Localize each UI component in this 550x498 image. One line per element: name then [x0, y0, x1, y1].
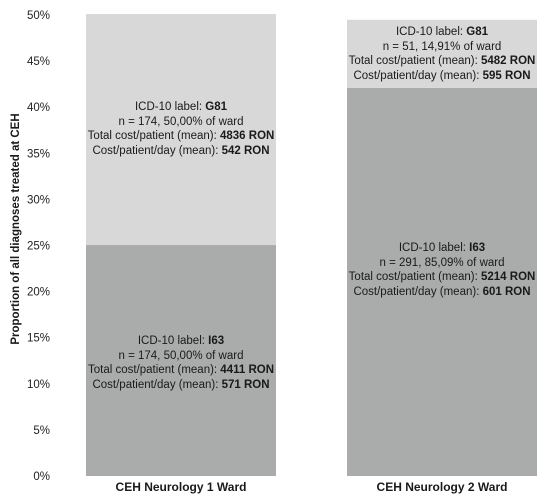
y-tick-label: 20%: [27, 287, 50, 299]
annotation-text: Cost/patient/day (mean):: [353, 69, 483, 82]
annotation-text: ICD-10 label:: [398, 242, 470, 254]
annotation-text: 5214 RON: [480, 271, 536, 283]
y-axis-ticks: 0% 5% 10% 15% 20% 25% 30% 35% 40% 45% 50%: [27, 10, 50, 483]
annotation-i63-2: ICD-10 label: I63 n = 291, 85,09% of ward…: [349, 241, 536, 299]
annotation-text: I63: [469, 242, 486, 254]
annotation-text: ICD-10 label:: [137, 335, 209, 347]
y-tick-label: 0%: [33, 471, 50, 483]
annotation-text: Total cost/patient (mean):: [348, 271, 481, 283]
annotation-text: Cost/patient/day (mean):: [92, 378, 222, 391]
y-tick-label: 50%: [27, 10, 50, 22]
y-tick-label: 40%: [27, 102, 50, 114]
annotation-text: Cost/patient/day (mean):: [92, 144, 222, 157]
annotation-text: I63: [208, 335, 225, 347]
annotation-text: G81: [466, 26, 489, 38]
y-tick-label: 10%: [27, 379, 50, 391]
annotation-i63-1: ICD-10 label: I63 n = 174, 50,00% of ward…: [88, 334, 274, 392]
annotation-text: n = 174, 50,00% of ward: [118, 115, 244, 128]
x-axis-categories: CEH Neurology 1 Ward CEH Neurology 2 Ward: [116, 480, 508, 494]
annotation-text: n = 51, 14,91% of ward: [382, 40, 502, 53]
category-label: CEH Neurology 2 Ward: [377, 480, 508, 494]
annotation-text: ICD-10 label:: [395, 26, 467, 38]
annotation-text: 601 RON: [482, 285, 531, 298]
y-axis-label: Proportion of all diagnoses treated at C…: [10, 113, 22, 344]
annotation-text: 595 RON: [482, 69, 531, 82]
bar-g81-1: [86, 14, 276, 246]
annotation-text: G81: [205, 101, 228, 113]
y-tick-label: 15%: [27, 333, 50, 345]
annotation-text: 4411 RON: [220, 364, 275, 376]
y-tick-label: 25%: [27, 241, 50, 253]
bars: [86, 14, 537, 476]
y-tick-label: 30%: [27, 194, 50, 206]
annotation-text: 571 RON: [221, 378, 270, 391]
annotation-text: n = 291, 85,09% of ward: [379, 256, 505, 269]
y-tick-label: 45%: [27, 56, 50, 68]
annotation-text: ICD-10 label:: [134, 101, 206, 113]
bar-i63-1: [86, 245, 276, 476]
bar-i63-2: [347, 87, 537, 476]
annotation-text: Total cost/patient (mean):: [87, 364, 221, 376]
annotation-text: Total cost/patient (mean):: [87, 130, 220, 142]
annotation-g81-1: ICD-10 label: G81 n = 174, 50,00% of ward…: [88, 100, 275, 158]
y-tick-label: 35%: [27, 148, 50, 160]
annotation-text: n = 174, 50,00% of ward: [118, 349, 244, 362]
category-label: CEH Neurology 1 Ward: [116, 480, 247, 494]
annotation-text: Cost/patient/day (mean):: [353, 285, 483, 298]
annotation-text: 4836 RON: [219, 130, 275, 142]
annotation-text: 5482 RON: [480, 55, 536, 67]
y-tick-label: 5%: [33, 425, 50, 437]
annotation-text: 542 RON: [221, 144, 270, 157]
annotation-text: Total cost/patient (mean):: [348, 55, 481, 67]
bar-g81-2: [347, 19, 537, 88]
annotation-g81-2: ICD-10 label: G81 n = 51, 14,91% of ward T…: [349, 25, 536, 83]
